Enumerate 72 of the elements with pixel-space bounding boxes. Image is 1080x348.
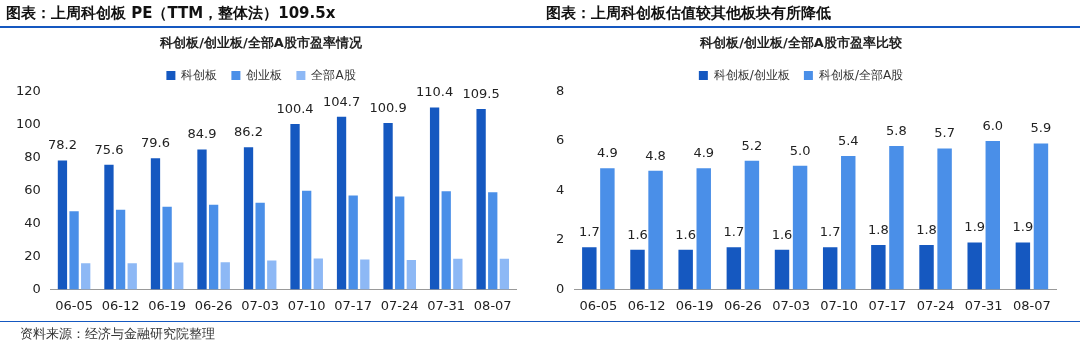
x-tick-label: 06-26: [723, 297, 762, 313]
chart-title: 图表：上周科创板估值较其他板块有所降低: [540, 0, 1080, 28]
data-label: 1.8: [868, 221, 889, 237]
x-tick-label: 06-12: [627, 297, 666, 313]
y-tick-label: 80: [24, 148, 41, 164]
data-label: 1.6: [771, 226, 793, 242]
data-label: 4.9: [693, 145, 715, 161]
legend-label: 创业板: [246, 67, 283, 82]
x-tick-label: 07-31: [427, 297, 466, 313]
y-tick-label: 120: [15, 82, 41, 98]
x-tick-label: 07-24: [916, 297, 955, 313]
data-label: 1.9: [1012, 219, 1034, 235]
legend-label: 科创板: [181, 67, 218, 82]
data-label: 1.6: [675, 226, 697, 242]
legend-label: 全部A股: [311, 67, 356, 82]
data-label: 1.7: [578, 224, 600, 240]
data-label: 6.0: [982, 117, 1004, 133]
data-label: 86.2: [234, 124, 263, 140]
x-tick-label: 06-26: [194, 297, 233, 313]
data-label: 75.6: [94, 141, 124, 157]
y-tick-label: 100: [15, 115, 41, 131]
data-label: 109.5: [462, 85, 500, 101]
x-tick-label: 07-17: [868, 297, 907, 313]
legend-label: 科创板/全部A股: [818, 67, 904, 82]
data-label: 1.8: [916, 221, 937, 237]
y-tick-label: 2: [555, 231, 565, 247]
data-label: 5.0: [789, 142, 811, 158]
y-tick-label: 6: [555, 132, 565, 148]
data-label: 5.2: [741, 137, 763, 153]
data-label: 84.9: [187, 126, 217, 142]
y-tick-label: 20: [24, 247, 41, 263]
legend-label: 科创板/创业板: [713, 67, 790, 82]
x-tick-label: 07-10: [287, 297, 326, 313]
data-label: 4.9: [597, 145, 618, 161]
y-tick-label: 40: [24, 214, 41, 230]
x-tick-label: 07-03: [241, 297, 280, 313]
y-tick-label: 0: [32, 280, 41, 296]
x-tick-label: 07-03: [772, 297, 810, 313]
y-tick-label: 0: [555, 280, 565, 296]
y-tick-label: 8: [555, 82, 565, 98]
data-label: 79.6: [141, 135, 170, 151]
data-label: 5.4: [837, 132, 859, 148]
x-tick-label: 06-05: [579, 297, 618, 313]
data-label: 78.2: [47, 137, 77, 153]
data-label: 110.4: [415, 84, 454, 100]
x-tick-label: 08-07: [473, 297, 512, 313]
data-label: 5.8: [886, 122, 907, 138]
data-label: 5.9: [1030, 120, 1052, 136]
x-tick-label: 06-19: [675, 297, 714, 313]
data-label: 1.6: [627, 226, 648, 242]
data-label: 1.7: [819, 224, 841, 240]
x-tick-label: 08-07: [1013, 297, 1051, 313]
data-label: 1.9: [964, 219, 986, 235]
x-tick-label: 07-31: [964, 297, 1003, 313]
y-tick-label: 60: [24, 181, 41, 197]
x-tick-label: 07-24: [380, 297, 419, 313]
chart-title: 图表：上周科创板 PE（TTM，整体法）109.5x: [0, 0, 540, 28]
x-tick-label: 07-10: [820, 297, 859, 313]
data-label: 4.8: [645, 147, 666, 163]
x-tick-label: 06-12: [101, 297, 140, 313]
x-tick-label: 07-17: [334, 297, 373, 313]
data-label: 1.7: [723, 224, 745, 240]
x-tick-label: 06-19: [148, 297, 186, 313]
data-label: 5.7: [934, 125, 955, 141]
text: 资料来源：经济与金融研究院整理: [20, 326, 215, 341]
data-label: 100.4: [276, 100, 314, 116]
data-label: 100.9: [369, 99, 407, 115]
chart-subtitle: 科创板/创业板/全部A股市盈率比较: [699, 35, 903, 51]
x-tick-label: 06-05: [55, 297, 93, 313]
data-label: 104.7: [322, 93, 361, 109]
y-tick-label: 4: [555, 181, 565, 197]
chart-subtitle: 科创板/创业板/全部A股市盈率情况: [159, 35, 363, 51]
